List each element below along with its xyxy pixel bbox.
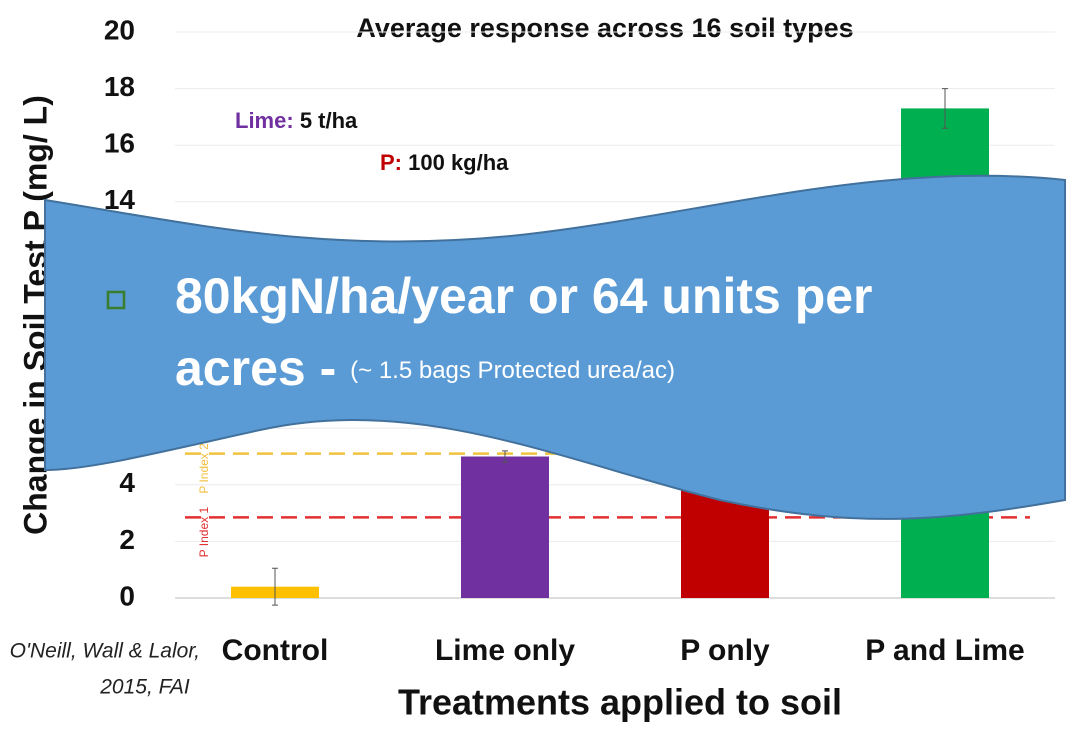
bullet: [106, 290, 126, 310]
banner-shape: [44, 174, 1066, 520]
x-tick-label: Control: [222, 634, 329, 667]
y-tick-label: 16: [104, 128, 135, 159]
error-bar: [502, 450, 508, 463]
y-tick-label: 20: [104, 14, 135, 45]
error-bar: [272, 567, 278, 606]
banner-text: 80kgN/ha/year or 64 units per: [175, 268, 873, 324]
annotation-key: Lime:: [235, 108, 294, 133]
citation: 2015, FAI: [99, 676, 190, 699]
error-bar: [942, 88, 948, 129]
annotation-key: P:: [380, 150, 402, 175]
chart-title: Average response across 16 soil types: [356, 13, 853, 43]
banner-text: acres -: [175, 340, 336, 396]
bar: [461, 456, 549, 598]
citation: O'Neill, Wall & Lalor,: [10, 640, 200, 663]
annotation-value: 5 t/ha: [300, 108, 358, 133]
banner-text: acres - (~ 1.5 bags Protected urea/ac): [175, 340, 675, 396]
annotation-value: 100 kg/ha: [408, 150, 509, 175]
y-tick-label: 0: [119, 580, 135, 611]
x-tick-label: P and Lime: [865, 634, 1025, 667]
x-tick-label: P only: [680, 634, 770, 667]
y-tick-label: 4: [119, 467, 135, 498]
banner-note: (~ 1.5 bags Protected urea/ac): [350, 357, 675, 384]
y-tick-label: 2: [119, 524, 135, 555]
annotation: Lime: 5 t/ha: [235, 108, 358, 133]
reference-label: P Index 2: [197, 443, 211, 494]
x-tick-label: Lime only: [435, 634, 575, 667]
y-tick-label: 18: [104, 71, 135, 102]
reference-label: P Index 1: [197, 507, 211, 558]
x-axis-label: Treatments applied to soil: [398, 682, 842, 723]
banner: 80kgN/ha/year or 64 units per acres - (~…: [44, 174, 1066, 520]
annotation: P: 100 kg/ha: [380, 150, 509, 175]
